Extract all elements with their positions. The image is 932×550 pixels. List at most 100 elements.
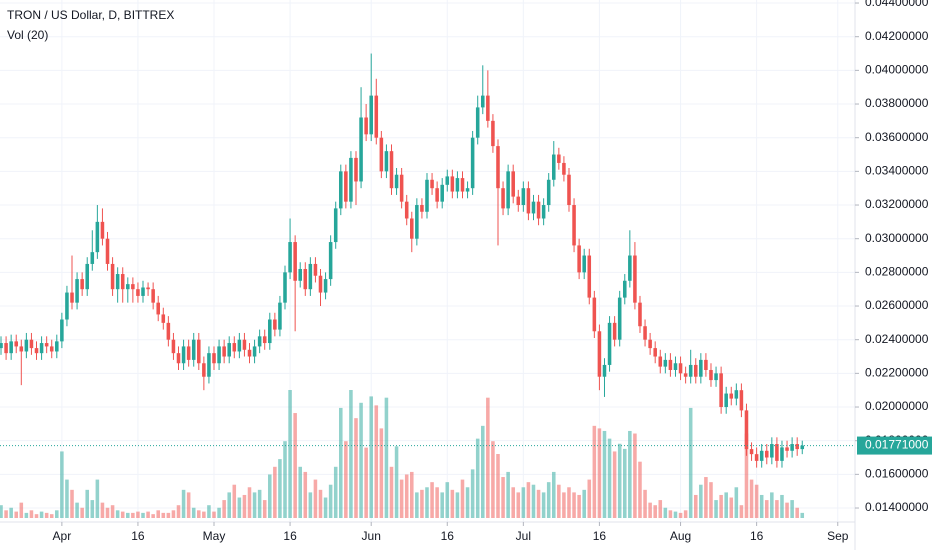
volume-bar [100,502,105,518]
volume-bar [293,413,297,518]
x-tick-label: 16 [441,529,455,543]
y-tick-label: 0.02200000 [865,366,929,380]
candle-body [166,322,171,340]
candle-body [207,353,211,377]
candle-body [136,289,140,296]
volume-bar [511,487,515,518]
x-tick-label: 16 [131,529,145,543]
candle-body [222,346,226,357]
y-tick-label: 0.03400000 [865,164,929,178]
volume-bar [410,471,414,518]
volume-bar [65,479,69,518]
volume-bar [668,510,673,518]
candle-body [110,263,115,290]
candle-body [450,176,455,192]
volume-bar [638,461,642,518]
y-tick-label: 0.03800000 [865,96,929,110]
candle-body [546,179,551,206]
volume-bar [344,441,348,518]
candle-body [420,205,424,212]
volume-bar [795,507,799,518]
volume-bar [4,510,8,518]
candle-body [643,326,647,340]
candle-body [354,157,358,182]
volume-bar [14,511,19,518]
candle-body [622,280,627,298]
candle-body [105,238,110,264]
chart-title: TRON / US Dollar, D, BITTREX [7,8,174,22]
x-tick-label: 16 [593,529,607,543]
volume-bar [516,492,521,518]
candle-body [308,263,313,290]
volume-bar [354,418,358,518]
volume-bar [110,505,115,518]
y-tick-label: 0.01400000 [865,500,929,514]
candle-body [39,343,44,354]
volume-bar [648,502,652,518]
candle-body [65,292,69,320]
volume-bar [435,487,439,518]
y-tick-label: 0.04400000 [865,0,929,9]
volume-bar [60,451,64,518]
candle-body [303,268,308,290]
candle-body [506,171,510,209]
candle-body [440,184,444,202]
x-tick-label: 16 [750,529,764,543]
candle-body [34,348,39,354]
candle-body [572,205,576,246]
volume-bar [430,482,434,518]
volume-bar [536,489,541,518]
volume-bar [724,492,728,518]
volume-bar [349,390,353,518]
volume-bar [481,425,485,518]
volume-bar [24,512,29,518]
volume-bar [470,469,475,518]
y-tick-label: 0.03000000 [865,231,929,245]
volume-bar [384,397,389,518]
volume-bar [628,430,632,518]
volume-bar [105,507,110,518]
candle-body [764,450,769,458]
volume-bar [688,407,693,518]
y-tick-label: 0.03600000 [865,130,929,144]
candle-body [404,201,409,219]
candle-body [460,178,465,192]
volume-bar [161,512,166,518]
volume-bar [775,500,779,518]
candle-body [673,363,678,370]
volume-bar [592,425,597,518]
volume-bar [415,492,419,518]
candle-body [24,339,29,352]
candle-body [313,263,318,276]
volume-bar [70,489,74,518]
candle-body [60,319,64,342]
candle-body [242,339,247,350]
volume-bar [44,512,49,518]
candle-body [790,444,794,451]
candle-body [541,205,546,219]
volume-bar [171,510,176,518]
volume-bar [156,510,160,518]
volume-bar [394,446,399,518]
candle-body [668,359,673,370]
price-axis [855,0,932,550]
volume-bar [273,466,277,518]
x-tick-label: Aug [670,529,691,543]
volume-bar [242,494,247,518]
volume-bar [699,484,703,518]
volume-bar [780,494,784,518]
volume-bar [551,471,556,518]
volume-bar [719,494,723,518]
volume-bar [486,397,490,518]
candle-body [217,346,221,364]
candle-body [0,343,3,349]
candle-body [323,279,328,293]
candle-body [475,107,480,138]
candle-body [379,137,384,172]
volume-bar [85,489,89,518]
candle-body [369,95,373,135]
volume-bar [9,507,13,518]
grid [0,0,855,522]
volume-bar [237,497,242,518]
